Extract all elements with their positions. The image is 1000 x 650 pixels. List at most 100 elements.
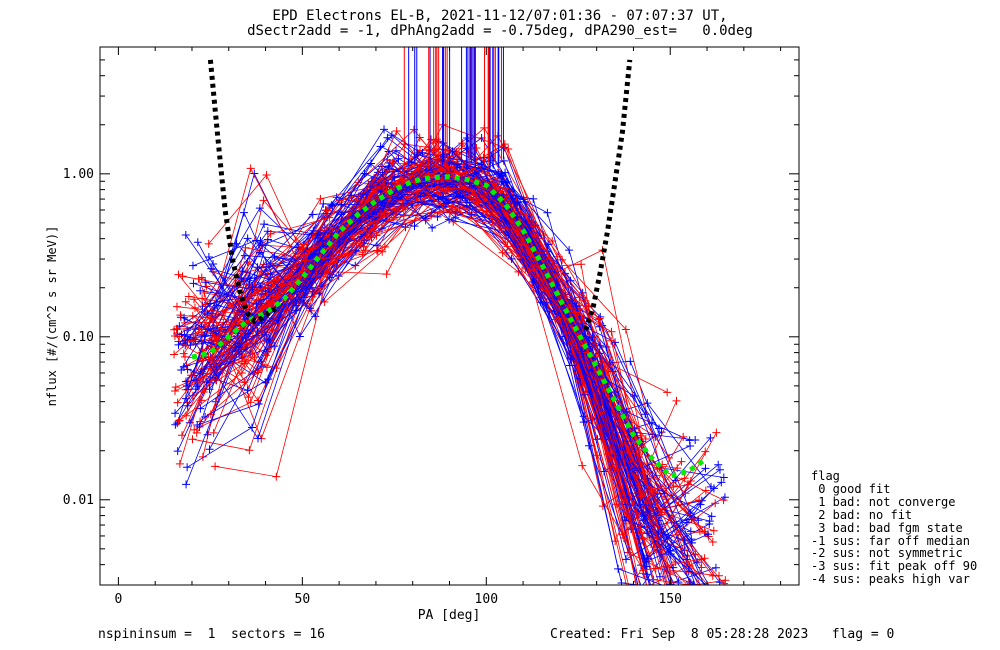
- legend-item: 3 bad: bad fgm state: [811, 520, 963, 535]
- data-point: [644, 586, 652, 594]
- data-point: [641, 434, 650, 443]
- data-point: [198, 356, 207, 365]
- spin-line: [185, 128, 715, 560]
- data-point: [636, 431, 645, 440]
- data-point: [414, 165, 423, 174]
- data-point: [193, 421, 202, 430]
- data-point: [201, 278, 210, 287]
- data-point: [240, 378, 249, 387]
- data-point: [287, 277, 296, 286]
- data-point: [720, 579, 729, 585]
- y-tick-label: 0.10: [63, 330, 94, 345]
- data-point: [708, 586, 716, 594]
- data-point: [696, 586, 704, 594]
- data-point: [617, 578, 626, 585]
- data-point: [359, 190, 368, 199]
- data-point: [446, 208, 455, 217]
- x-tick-label: 50: [295, 592, 311, 607]
- spin-line: [214, 162, 690, 567]
- data-point: [652, 499, 661, 508]
- data-point: [202, 377, 211, 386]
- data-point: [205, 299, 214, 308]
- data-point: [261, 330, 270, 339]
- data-point: [698, 586, 706, 594]
- data-point: [318, 237, 327, 246]
- x-tick-label: 0: [114, 592, 122, 607]
- legend-item: -1 sus: far off median: [811, 533, 970, 548]
- data-point: [701, 447, 710, 456]
- data-point: [635, 586, 643, 594]
- data-point: [308, 210, 317, 219]
- data-point: [391, 206, 400, 215]
- data-point: [183, 463, 192, 472]
- spin-sweep: [176, 177, 729, 585]
- data-point: [577, 347, 586, 356]
- data-point: [663, 388, 672, 397]
- data-point: [610, 388, 619, 397]
- legend-item: 2 bad: no fit: [811, 507, 913, 522]
- data-point: [719, 473, 728, 482]
- data-point: [649, 543, 658, 552]
- data-point: [672, 396, 681, 405]
- flag-legend: flag 0 good fit 1 bad: not converge 2 ba…: [811, 470, 977, 586]
- data-point: [170, 331, 179, 340]
- data-point: [246, 398, 255, 407]
- data-point: [230, 309, 239, 318]
- data-point: [575, 293, 584, 302]
- data-point: [205, 385, 214, 394]
- data-point: [706, 433, 715, 442]
- data-point: [316, 194, 325, 203]
- data-point: [685, 436, 694, 445]
- data-point: [655, 424, 664, 433]
- data-point: [188, 391, 197, 400]
- data-point: [709, 526, 718, 535]
- data-point: [622, 555, 631, 564]
- data-point: [262, 363, 271, 372]
- data-point: [195, 377, 204, 386]
- data-point: [684, 480, 693, 489]
- data-point: [717, 478, 726, 487]
- data-point: [248, 283, 257, 292]
- spin-sweep: [183, 170, 694, 445]
- data-point: [529, 194, 538, 203]
- data-point: [711, 563, 720, 572]
- data-point: [174, 417, 183, 426]
- data-point: [633, 586, 641, 594]
- data-point: [188, 435, 197, 444]
- data-point: [255, 204, 264, 213]
- data-point: [448, 202, 457, 211]
- data-point: [372, 246, 381, 255]
- data-point: [708, 537, 717, 546]
- data-point: [179, 349, 188, 358]
- data-point: [711, 499, 720, 508]
- data-point: [301, 256, 310, 265]
- data-point: [382, 270, 391, 279]
- data-point: [449, 217, 458, 226]
- data-point: [245, 274, 254, 283]
- data-point: [572, 302, 581, 311]
- y-tick-label: 0.01: [63, 493, 94, 508]
- data-point: [171, 420, 180, 429]
- data-point: [172, 302, 181, 311]
- data-point: [703, 530, 712, 539]
- x-tick-label: 100: [475, 592, 498, 607]
- data-point: [679, 432, 688, 441]
- data-point: [621, 325, 630, 334]
- legend-item: 1 bad: not converge: [811, 494, 956, 509]
- data-point: [244, 329, 253, 338]
- data-point: [334, 272, 343, 281]
- data-point: [194, 325, 203, 334]
- data-point: [636, 492, 645, 501]
- data-point: [211, 462, 220, 471]
- data-point: [435, 180, 444, 189]
- data-point: [173, 398, 182, 407]
- data-point: [715, 571, 724, 580]
- data-point: [548, 237, 557, 246]
- data-point: [671, 558, 680, 567]
- data-point: [196, 286, 205, 295]
- data-point: [212, 362, 221, 371]
- spin-sweep: [187, 133, 652, 594]
- data-point: [210, 333, 219, 342]
- data-point: [205, 445, 214, 454]
- data-point: [262, 170, 271, 179]
